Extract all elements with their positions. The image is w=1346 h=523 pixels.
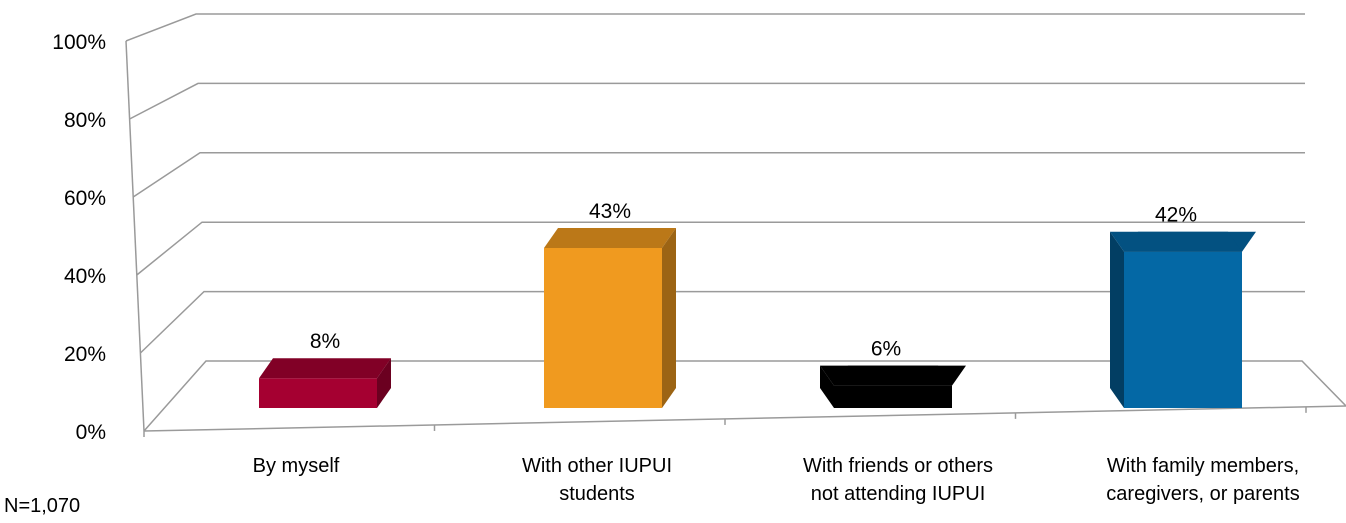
gridline	[139, 290, 1305, 354]
bar	[259, 378, 377, 408]
y-tick-label: 20%	[64, 343, 106, 366]
data-labels: 8% 43% 6% 42%	[310, 200, 1197, 361]
category-label: caregivers, or parents	[1106, 483, 1299, 505]
category-label: With other IUPUI	[522, 455, 672, 477]
bar-side	[377, 358, 391, 408]
category-label: With friends or others	[803, 455, 993, 477]
bar	[544, 248, 662, 408]
bar-side	[662, 228, 676, 408]
bar-top	[259, 358, 391, 379]
category-label: By myself	[253, 455, 340, 477]
y-tick-label: 60%	[64, 187, 106, 210]
gridline	[132, 152, 1305, 198]
y-axis-ticks: 0% 20% 40% 60% 80% 100%	[52, 31, 106, 444]
y-tick-label: 80%	[64, 109, 106, 132]
sample-size-note: N=1,070	[4, 495, 81, 517]
data-label: 8%	[310, 330, 340, 353]
bar-side	[820, 365, 834, 408]
bars	[259, 228, 1256, 408]
gridline	[125, 13, 1305, 42]
bar-top	[820, 365, 952, 386]
bar-top	[544, 228, 676, 248]
category-label: With family members,	[1107, 455, 1299, 477]
gridlines	[125, 13, 1346, 432]
data-label: 42%	[1155, 204, 1197, 227]
y-tick-label: 0%	[76, 421, 106, 444]
gridline	[136, 221, 1305, 276]
y-tick-label: 100%	[52, 31, 106, 54]
category-label: students	[559, 483, 635, 505]
bar-side	[1110, 231, 1124, 408]
floor-outline	[143, 360, 1346, 432]
bar	[834, 385, 952, 408]
data-label: 6%	[871, 338, 901, 361]
axes	[125, 40, 1346, 437]
x-axis-labels: By myself With other IUPUI students With fr…	[253, 455, 1300, 505]
x-axis-line	[143, 405, 1346, 432]
bar	[1124, 251, 1242, 408]
y-axis-line	[125, 40, 145, 432]
bar-top	[1110, 231, 1242, 252]
gridline	[129, 82, 1305, 120]
data-label: 43%	[589, 200, 631, 223]
y-tick-label: 40%	[64, 265, 106, 288]
category-label: not attending IUPUI	[811, 483, 986, 505]
